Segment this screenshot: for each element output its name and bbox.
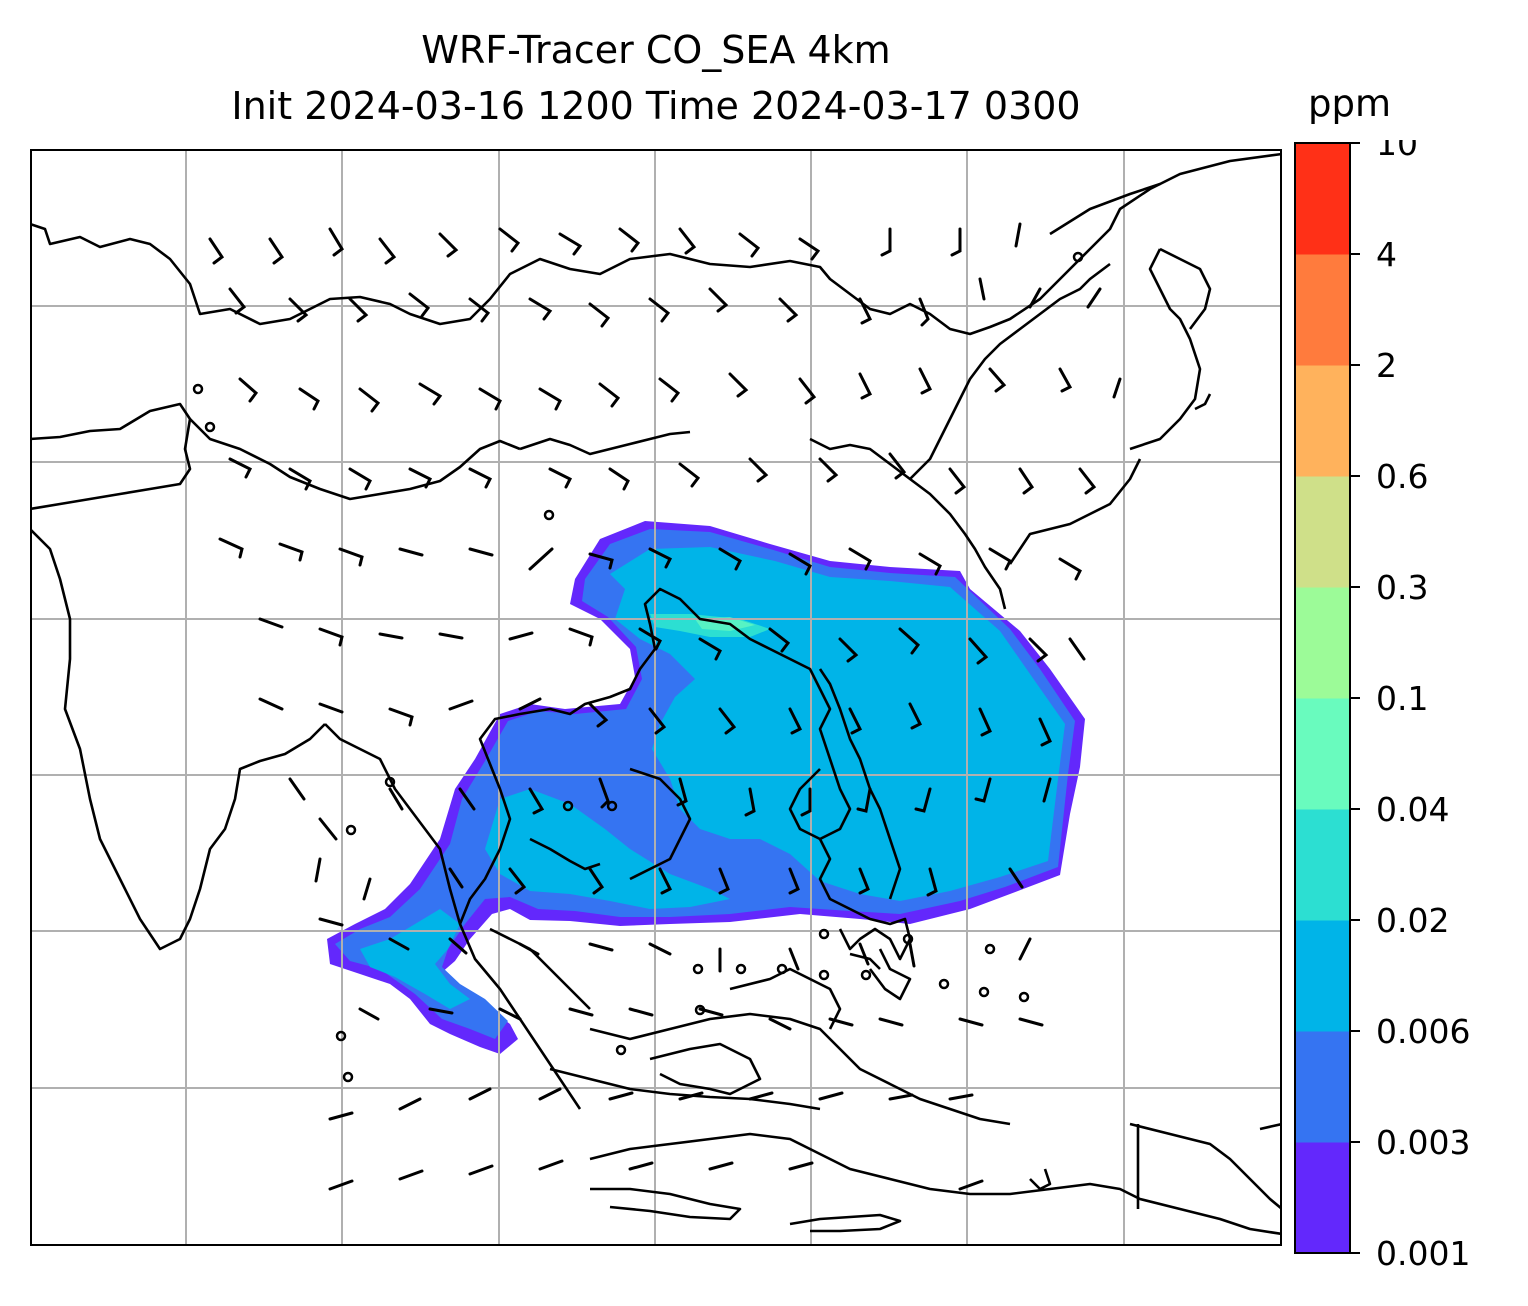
colorbar-swatch [1295, 1031, 1350, 1143]
colorbar-swatch [1295, 698, 1350, 810]
colorbar-tick-label: 0.02 [1376, 901, 1449, 940]
colorbar-swatch [1295, 920, 1350, 1032]
colorbar-tick-label: 0.04 [1376, 790, 1449, 829]
plume-layer-006-south [485, 789, 730, 909]
colorbar-swatches [1295, 143, 1350, 1254]
colorbar-tick-label: 4 [1376, 235, 1397, 274]
colorbar-unit-label: ppm [1308, 82, 1392, 125]
colorbar-tick-label: 0.1 [1376, 679, 1428, 718]
colorbar-tick-label: 0.001 [1376, 1234, 1470, 1273]
colorbar-tick-label: 0.003 [1376, 1123, 1470, 1162]
map-panel [30, 149, 1282, 1246]
colorbar-tick-label: 0.3 [1376, 568, 1428, 607]
tracer-plume [327, 521, 1085, 1054]
colorbar-swatch [1295, 365, 1350, 477]
map-title-line2: Init 2024-03-16 1200 Time 2024-03-17 030… [231, 84, 1081, 128]
colorbar-swatch [1295, 143, 1350, 255]
colorbar: 0.001 0.003 0.006 0.02 0.04 0.1 0.3 0.6 2 4 10 [1294, 140, 1470, 1273]
map-frame [30, 149, 1282, 1246]
wind-barbs [208, 222, 1122, 1191]
plume-layer-006-west [360, 909, 470, 1009]
graticule [30, 149, 1282, 1246]
colorbar-swatch [1295, 809, 1350, 921]
colorbar-ticks: 0.001 0.003 0.006 0.02 0.04 0.1 0.3 0.6 2 4 10 [1350, 140, 1470, 1273]
colorbar-swatch [1295, 587, 1350, 699]
colorbar-tick-label: 2 [1376, 346, 1397, 385]
colorbar-tick-label: 0.6 [1376, 457, 1428, 496]
calm-markers [192, 251, 1084, 1083]
colorbar-swatch [1295, 254, 1350, 366]
coastlines [30, 152, 1282, 1236]
colorbar-swatch [1295, 1142, 1350, 1254]
colorbar-swatch [1295, 476, 1350, 588]
map-title-line1: WRF-Tracer CO_SEA 4km [421, 28, 891, 72]
colorbar-tick-label: 0.006 [1376, 1012, 1470, 1051]
colorbar-tick-label: 10 [1376, 140, 1418, 163]
